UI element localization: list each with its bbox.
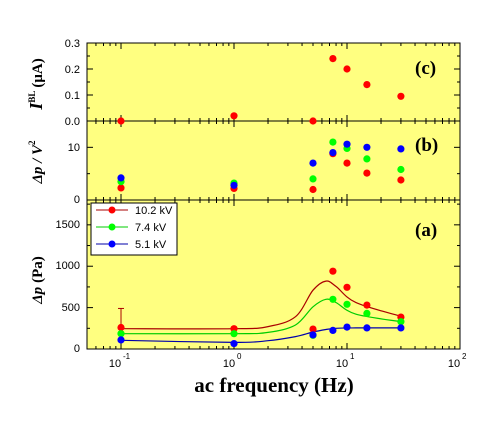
data-point-b-s2-6 bbox=[397, 145, 405, 153]
ytick-label-a-0: 0 bbox=[74, 343, 80, 355]
ytick-label-c-1: 0.1 bbox=[65, 90, 80, 102]
xtick-base: 10 bbox=[223, 358, 235, 370]
xtick-base: 10 bbox=[448, 358, 460, 370]
xtick-exponent: 1 bbox=[350, 352, 355, 361]
data-point-b-s0-4 bbox=[343, 159, 351, 167]
data-point-b-s1-3 bbox=[329, 138, 337, 146]
data-point-a-s2-0 bbox=[117, 336, 125, 344]
ytick-label-a-1500: 1500 bbox=[56, 219, 80, 231]
data-point-a-s0-2 bbox=[309, 325, 317, 333]
data-point-a-s2-2 bbox=[309, 331, 317, 339]
data-point-b-s2-4 bbox=[343, 140, 351, 148]
data-point-c-s0-4 bbox=[343, 65, 351, 73]
data-point-a-s0-1 bbox=[230, 325, 238, 333]
panel-label-c: (c) bbox=[415, 58, 436, 79]
ytick-label-c-2: 0.2 bbox=[65, 64, 80, 76]
data-point-a-s0-0 bbox=[117, 323, 125, 332]
legend-box bbox=[90, 202, 178, 256]
data-point-b-s0-0 bbox=[117, 184, 125, 192]
ylabel-b: Δp / V2 bbox=[27, 140, 46, 185]
data-point-b-s0-6 bbox=[397, 176, 405, 184]
svg-text:Δp(Pa): Δp (Pa) bbox=[30, 256, 46, 305]
data-point-b-s1-6 bbox=[397, 165, 405, 174]
data-point-c-s0-5 bbox=[363, 81, 371, 89]
ytick-label-b-0: 0 bbox=[74, 194, 80, 206]
data-point-a-s1-5 bbox=[363, 309, 371, 317]
legend-marker-5-1 bbox=[108, 240, 116, 248]
data-point-b-s0-5 bbox=[363, 169, 371, 177]
xtick-base: 10 bbox=[109, 358, 121, 370]
data-point-a-s2-4 bbox=[343, 323, 351, 331]
ylabel-a-main: Δp bbox=[30, 286, 46, 304]
ytick-label-c-3: 0.3 bbox=[65, 38, 80, 50]
axis-ticks bbox=[86, 42, 461, 350]
data-point-a-s2-1 bbox=[230, 340, 238, 348]
xtick-base: 10 bbox=[336, 358, 348, 370]
data-point-b-s2-2 bbox=[309, 159, 317, 167]
data-point-a-s1-6 bbox=[397, 318, 405, 326]
data-points bbox=[117, 55, 405, 348]
data-point-c-s0-1 bbox=[230, 112, 238, 120]
xtick-exponent: 0 bbox=[237, 352, 242, 361]
ytick-label-a-500: 500 bbox=[62, 302, 80, 314]
xtick-exponent: 2 bbox=[462, 352, 467, 361]
data-point-b-s2-1 bbox=[230, 181, 238, 189]
ytick-label-c-0: 0.0 bbox=[65, 116, 80, 128]
legend-label-10-2: 10.2 kV bbox=[135, 205, 173, 217]
panel-c-area bbox=[86, 42, 461, 122]
ylabel-a-unit: (Pa) bbox=[30, 256, 46, 283]
ylabel-a: Δp (Pa) bbox=[30, 256, 46, 305]
data-point-b-s1-2 bbox=[309, 175, 317, 183]
data-point-a-s0-4 bbox=[343, 283, 351, 291]
svg-text:Δp / V2: Δp / V2 bbox=[27, 140, 46, 185]
ylabel-b-main: Δp / V bbox=[30, 143, 46, 185]
legend-marker-10-2 bbox=[108, 206, 116, 214]
legend-label-5-1: 5.1 kV bbox=[135, 239, 167, 251]
svg-text:IBL(μA): IBL (μA) bbox=[26, 58, 46, 110]
legend-marker-7-4 bbox=[108, 223, 116, 231]
data-point-a-s2-6 bbox=[397, 324, 405, 332]
data-point-a-s2-5 bbox=[363, 324, 371, 332]
data-point-b-s2-3 bbox=[329, 149, 337, 157]
data-point-b-s0-2 bbox=[309, 185, 317, 194]
legend-label-7-4: 7.4 kV bbox=[135, 222, 167, 234]
data-point-a-s1-4 bbox=[343, 300, 351, 308]
data-point-b-s2-0 bbox=[117, 174, 125, 182]
xtick-label-10: 10 1 bbox=[336, 352, 355, 370]
ytick-label-b-10: 10 bbox=[68, 142, 80, 154]
ylabel-c: IBL (μA) bbox=[26, 58, 46, 110]
ylabel-c-main: I bbox=[26, 102, 46, 111]
panel-label-b: (b) bbox=[415, 135, 438, 156]
data-point-c-s0-3 bbox=[329, 55, 337, 63]
data-point-a-s1-3 bbox=[329, 295, 337, 303]
data-point-c-s0-6 bbox=[397, 92, 405, 100]
xlabel: ac frequency (Hz) bbox=[194, 373, 353, 397]
ylabel-c-sup: BL bbox=[27, 91, 37, 103]
data-point-b-s2-5 bbox=[363, 143, 371, 151]
panel-b-area bbox=[86, 120, 461, 201]
ytick-label-a-1000: 1000 bbox=[56, 260, 80, 272]
xtick-label-100: 10 2 bbox=[448, 352, 467, 370]
data-point-c-s0-2 bbox=[309, 117, 317, 125]
legend: 10.2 kV 7.4 kV 5.1 kV bbox=[90, 202, 178, 256]
data-point-b-s1-5 bbox=[363, 155, 371, 163]
panel-label-a: (a) bbox=[415, 220, 437, 241]
data-point-a-s0-5 bbox=[363, 301, 371, 309]
data-point-a-s1-1 bbox=[230, 330, 238, 338]
data-point-c-s0-0 bbox=[117, 117, 125, 125]
ylabel-c-unit: (μA) bbox=[30, 58, 46, 87]
xtick-label-1: 10 0 bbox=[223, 352, 242, 370]
data-point-a-s2-3 bbox=[329, 326, 337, 334]
data-point-a-s1-0 bbox=[117, 330, 125, 338]
xtick-label-0.1: 10 -1 bbox=[109, 352, 131, 370]
data-point-a-s0-3 bbox=[329, 267, 337, 275]
ylabel-b-sup: 2 bbox=[27, 140, 37, 145]
xtick-exponent: -1 bbox=[123, 352, 131, 361]
